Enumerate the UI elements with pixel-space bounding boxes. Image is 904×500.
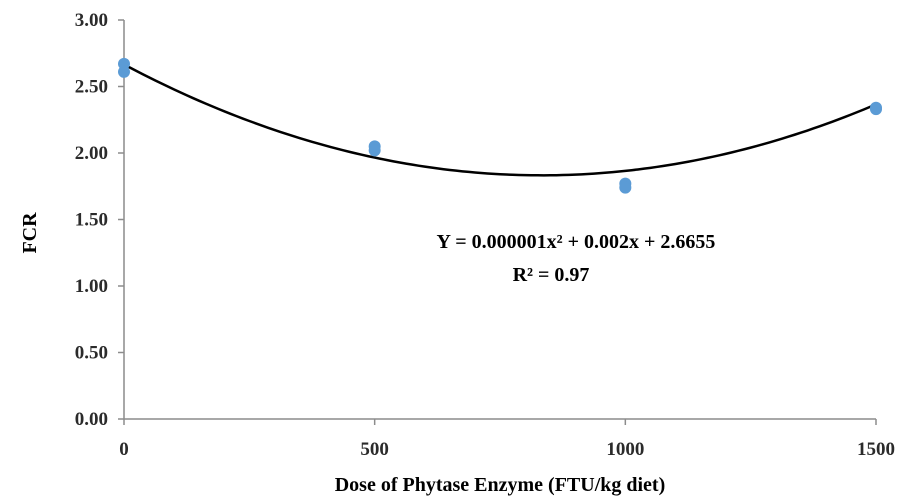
y-tick-label: 2.00 (75, 143, 108, 164)
data-point (870, 103, 882, 116)
x-axis-title: Dose of Phytase Enzyme (FTU/kg diet) (335, 474, 666, 496)
data-point (368, 144, 381, 157)
y-tick-label: 3.00 (75, 10, 108, 31)
y-tick-label: 0.50 (75, 343, 108, 364)
data-point (619, 181, 632, 194)
x-tick-label: 500 (360, 439, 389, 460)
x-tick-label: 0 (119, 439, 129, 460)
y-ticks: 0.00 0.50 1.00 1.50 2.00 2.50 3.00 (75, 10, 124, 430)
x-tick-label: 1000 (606, 439, 644, 460)
trendline (123, 63, 877, 177)
regression-equation: Y = 0.000001x² + 0.002x + 2.6655 (437, 231, 716, 253)
data-point (118, 65, 130, 78)
data-points (118, 57, 882, 194)
x-tick-label: 1500 (857, 439, 895, 460)
y-tick-label: 1.00 (75, 276, 108, 297)
axes (123, 20, 876, 420)
y-axis-title: FCR (19, 212, 41, 254)
x-ticks: 0 500 1000 1500 (119, 419, 895, 460)
r-squared-label: R² = 0.97 (513, 264, 590, 286)
y-tick-label: 1.50 (75, 210, 108, 231)
y-tick-label: 2.50 (75, 77, 108, 98)
y-tick-label: 0.00 (75, 409, 108, 430)
